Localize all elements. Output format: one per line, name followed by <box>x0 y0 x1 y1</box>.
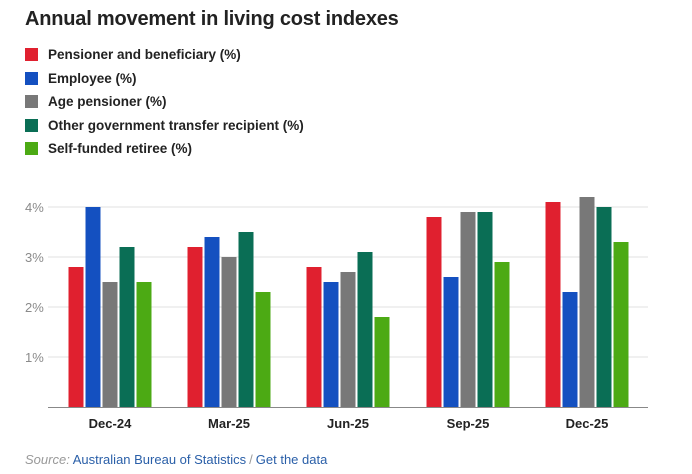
x-tick-label: Dec-25 <box>566 416 609 431</box>
bar-mar-25-series-1 <box>204 237 220 407</box>
bar-dec-25-series-0 <box>545 202 561 407</box>
legend: Pensioner and beneficiary (%) Employee (… <box>25 43 304 161</box>
bar-dec-25-series-2 <box>579 197 595 407</box>
bar-dec-24-series-3 <box>119 247 135 407</box>
bar-sep-25-series-3 <box>477 212 493 407</box>
bar-sep-25-series-1 <box>443 277 459 407</box>
bar-mar-25-series-2 <box>221 257 237 407</box>
bar-mar-25-series-4 <box>255 292 271 407</box>
bar-dec-24-series-4 <box>136 282 152 407</box>
bar-sep-25-series-4 <box>494 262 510 407</box>
legend-item: Other government transfer recipient (%) <box>25 114 304 138</box>
legend-swatch <box>25 118 38 132</box>
bar-mar-25-series-3 <box>238 232 254 407</box>
source-line: Source: Australian Bureau of Statistics /… <box>25 452 327 467</box>
legend-label: Pensioner and beneficiary (%) <box>48 47 241 63</box>
bar-dec-25-series-3 <box>596 207 612 407</box>
bar-sep-25-series-0 <box>426 217 442 407</box>
bar-dec-25-series-4 <box>613 242 629 407</box>
bar-jun-25-series-0 <box>306 267 322 407</box>
x-tick-label: Jun-25 <box>327 416 369 431</box>
bar-dec-24-series-0 <box>68 267 84 407</box>
legend-swatch <box>25 48 38 62</box>
legend-swatch <box>25 95 38 109</box>
legend-label: Self-funded retiree (%) <box>48 141 193 157</box>
get-data-link[interactable]: Get the data <box>255 452 328 467</box>
bar-dec-24-series-2 <box>102 282 118 407</box>
y-tick-label: 3% <box>25 250 44 265</box>
bar-jun-25-series-1 <box>323 282 339 407</box>
y-tick-label: 2% <box>25 300 44 315</box>
x-tick-label: Mar-25 <box>208 416 250 431</box>
y-tick-label: 4% <box>25 200 44 215</box>
bar-mar-25-series-0 <box>187 247 203 407</box>
x-tick-label: Dec-24 <box>89 416 132 431</box>
legend-swatch <box>25 71 38 85</box>
legend-label: Age pensioner (%) <box>48 94 167 110</box>
legend-item: Employee (%) <box>25 67 304 91</box>
bar-dec-25-series-1 <box>562 292 578 407</box>
legend-swatch <box>25 142 38 156</box>
bar-dec-24-series-1 <box>85 207 101 407</box>
legend-item: Age pensioner (%) <box>25 90 304 114</box>
bar-jun-25-series-3 <box>357 252 373 407</box>
bar-jun-25-series-4 <box>374 317 390 407</box>
legend-item: Self-funded retiree (%) <box>25 137 304 161</box>
legend-item: Pensioner and beneficiary (%) <box>25 43 304 67</box>
bar-jun-25-series-2 <box>340 272 356 407</box>
legend-label: Other government transfer recipient (%) <box>48 117 304 133</box>
y-tick-label: 1% <box>25 350 44 365</box>
legend-label: Employee (%) <box>48 70 137 86</box>
source-separator: / <box>249 452 253 467</box>
bar-sep-25-series-2 <box>460 212 476 407</box>
source-label: Source: <box>25 452 70 467</box>
chart-title: Annual movement in living cost indexes <box>25 8 399 30</box>
x-tick-label: Sep-25 <box>447 416 490 431</box>
source-link[interactable]: Australian Bureau of Statistics <box>72 452 247 467</box>
